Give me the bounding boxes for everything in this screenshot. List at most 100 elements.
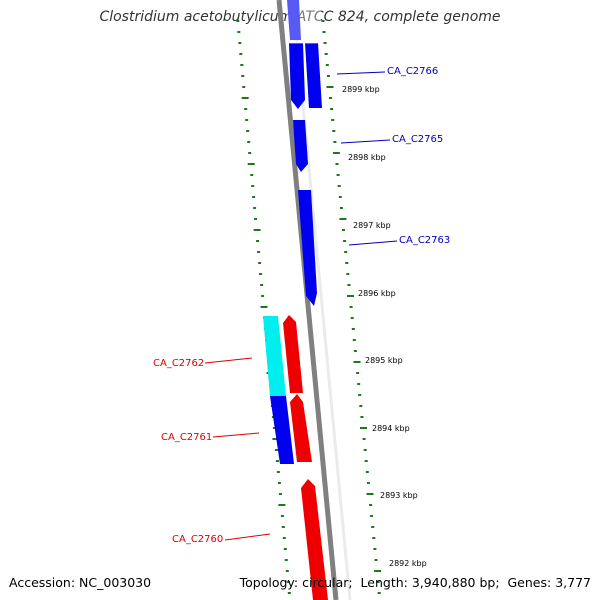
gc-dot bbox=[323, 42, 327, 44]
gc-dot bbox=[374, 570, 382, 572]
gene-label-ca-c2761[interactable]: CA_C2761 bbox=[161, 432, 212, 443]
gc-dot bbox=[258, 262, 262, 264]
gene-label-ca-c2762[interactable]: CA_C2762 bbox=[153, 358, 204, 369]
gc-dot bbox=[282, 537, 286, 539]
gc-dot bbox=[260, 306, 268, 308]
tick-label: 2898 kbp bbox=[348, 153, 386, 162]
accession-label: Accession: bbox=[9, 575, 76, 590]
length-value: 3,940,880 bp bbox=[411, 575, 496, 590]
gc-dot bbox=[281, 526, 285, 528]
gc-dot bbox=[254, 218, 258, 220]
gene-label-ca-c2766[interactable]: CA_C2766 bbox=[387, 66, 438, 77]
accession-info: Accession: NC_003030 bbox=[9, 575, 151, 590]
gene-label-ca-c2765[interactable]: CA_C2765 bbox=[392, 134, 443, 145]
gc-dot bbox=[253, 229, 261, 231]
genome-stats: Topology: circular; Length: 3,940,880 bp… bbox=[239, 575, 591, 590]
gc-dot bbox=[242, 86, 246, 88]
gc-dot bbox=[366, 482, 370, 484]
gc-dot bbox=[253, 207, 257, 209]
gc-dot bbox=[261, 295, 265, 297]
gc-dot bbox=[346, 273, 350, 275]
topology-value: circular bbox=[302, 575, 349, 590]
gc-dot bbox=[283, 548, 287, 550]
gene-feature-ca-c2765[interactable] bbox=[293, 120, 308, 172]
gc-dot bbox=[244, 108, 248, 110]
gc-dot bbox=[339, 207, 343, 209]
gc-dot bbox=[373, 548, 377, 550]
gc-dot bbox=[364, 460, 368, 462]
gc-dot bbox=[353, 361, 361, 363]
tick-label: 2899 kbp bbox=[342, 85, 380, 94]
reverse-genes bbox=[283, 315, 328, 600]
gc-dot bbox=[252, 196, 256, 198]
gc-dot bbox=[238, 42, 242, 44]
tick-label: 2895 kbp bbox=[365, 356, 403, 365]
gc-dot bbox=[332, 130, 336, 132]
gc-dot bbox=[241, 75, 245, 77]
topology-label: Topology: bbox=[239, 575, 299, 590]
gc-dot bbox=[247, 163, 255, 165]
gc-dot bbox=[333, 141, 337, 143]
gc-dot bbox=[360, 427, 367, 429]
gc-dot bbox=[240, 64, 244, 66]
gc-dot bbox=[259, 273, 263, 275]
gc-dot bbox=[329, 97, 332, 99]
gene-feature-ca-c2762[interactable] bbox=[283, 315, 303, 393]
gene-feature-ca-c2760[interactable] bbox=[301, 479, 328, 600]
gc-dot bbox=[256, 240, 260, 242]
gc-dot bbox=[331, 119, 335, 121]
gc-dot bbox=[326, 86, 334, 88]
gc-dot bbox=[366, 493, 374, 495]
gc-dot bbox=[342, 229, 345, 231]
tick-label: 2894 kbp bbox=[372, 424, 410, 433]
gc-dot bbox=[371, 526, 375, 528]
gc-dot bbox=[358, 394, 362, 396]
gene-label-ca-c2760[interactable]: CA_C2760 bbox=[172, 534, 223, 545]
gc-dot bbox=[257, 251, 261, 253]
gene-feature-ca-c2761[interactable] bbox=[270, 396, 294, 464]
gc-dot bbox=[245, 119, 249, 121]
gc-dot bbox=[337, 185, 341, 187]
gc-dot bbox=[345, 262, 349, 264]
gc-dot bbox=[250, 174, 254, 176]
gc-dot bbox=[248, 152, 252, 154]
accession-value: NC_003030 bbox=[79, 575, 152, 590]
genes-label: Genes: bbox=[507, 575, 552, 590]
gc-dot bbox=[278, 504, 286, 506]
gene-label-ca-c2763[interactable]: CA_C2763 bbox=[399, 235, 450, 246]
gene-feature-top-partial[interactable] bbox=[287, 0, 301, 40]
gc-dot bbox=[286, 581, 290, 583]
gc-dot bbox=[357, 383, 361, 385]
gc-dot bbox=[344, 251, 348, 253]
gc-dot bbox=[376, 581, 380, 583]
gene-feature-ca-c2766-b[interactable] bbox=[305, 43, 322, 108]
gc-dot bbox=[332, 152, 340, 154]
gc-dot bbox=[350, 317, 354, 319]
gc-dot bbox=[324, 53, 328, 55]
gene-labels: CA_C2766 CA_C2765 CA_C2763 CA_C2762 CA_C… bbox=[153, 66, 450, 545]
map-title: Clostridium acetobutylicum ATCC 824, com… bbox=[99, 9, 501, 25]
gc-dot bbox=[274, 449, 278, 451]
gc-dot bbox=[326, 75, 330, 77]
gene-feature-ca-c2766[interactable] bbox=[289, 43, 305, 109]
gc-dot bbox=[360, 416, 364, 418]
tick-label: 2897 kbp bbox=[353, 221, 391, 230]
gc-dot bbox=[374, 559, 378, 561]
gc-dot bbox=[239, 53, 243, 55]
gc-dot bbox=[272, 438, 280, 440]
gc-dot bbox=[353, 350, 357, 352]
gc-dot bbox=[347, 295, 354, 297]
gc-dot bbox=[351, 328, 355, 330]
gene-feature-ca-c2762-cds[interactable] bbox=[263, 316, 286, 396]
gc-dot bbox=[347, 284, 351, 286]
gene-feature-ca-c2761-red[interactable] bbox=[290, 394, 312, 462]
gc-dot bbox=[362, 438, 366, 440]
gene-feature-ca-c2763[interactable] bbox=[298, 190, 317, 306]
forward-genes bbox=[270, 0, 322, 464]
selection-highlight bbox=[287, 0, 321, 44]
gc-dot bbox=[335, 163, 339, 165]
gc-dot bbox=[343, 240, 347, 242]
gc-dot bbox=[330, 108, 334, 110]
gc-dot bbox=[365, 471, 369, 473]
gc-dot bbox=[369, 504, 373, 506]
